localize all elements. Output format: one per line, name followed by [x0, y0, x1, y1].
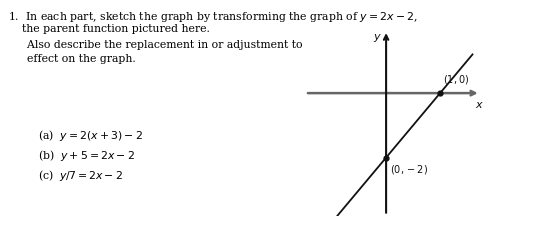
Text: the parent function pictured here.: the parent function pictured here.: [8, 24, 210, 34]
Text: $y$: $y$: [373, 32, 382, 44]
Text: $(1, 0)$: $(1, 0)$: [443, 73, 469, 86]
Text: $x$: $x$: [475, 99, 483, 109]
Text: Also describe the replacement in or adjustment to the equation and its: Also describe the replacement in or adju…: [20, 40, 415, 50]
Text: (c)  $y/7 = 2x - 2$: (c) $y/7 = 2x - 2$: [38, 167, 123, 182]
Text: 1.  In each part, sketch the graph by transforming the graph of $y = 2x - 2$,: 1. In each part, sketch the graph by tra…: [8, 10, 417, 24]
Text: effect on the graph.: effect on the graph.: [20, 54, 136, 64]
Text: (b)  $y + 5 = 2x - 2$: (b) $y + 5 = 2x - 2$: [38, 147, 135, 162]
Text: $(0, -2)$: $(0, -2)$: [390, 163, 428, 176]
Text: (a)  $y = 2(x + 3) - 2$: (a) $y = 2(x + 3) - 2$: [38, 127, 143, 142]
